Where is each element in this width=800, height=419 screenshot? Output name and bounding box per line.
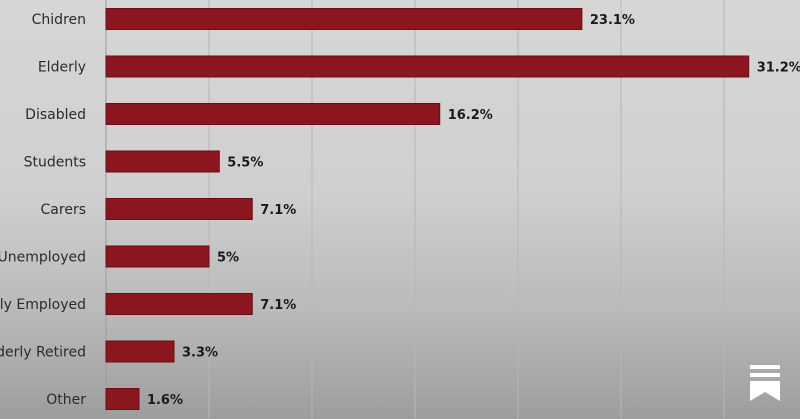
bar: [105, 55, 750, 78]
category-label: Chidren: [32, 12, 86, 28]
value-label: 1.6%: [147, 393, 183, 408]
value-labels: 23.1% 31.2% 16.2% 5.5% 7.1% 5% 7.1% 3.3% 1.6%: [147, 13, 800, 408]
category-label: Elderly: [38, 60, 86, 76]
bookmark-logo-icon: [750, 365, 780, 401]
bar: [105, 388, 140, 410]
category-labels: Chidren Elderly Disabled Students Carers Unem…: [0, 12, 86, 408]
bar: [105, 340, 175, 363]
value-label: 31.2%: [757, 61, 800, 76]
bar: [105, 150, 220, 173]
value-label: 7.1%: [260, 203, 296, 218]
category-label: Other: [46, 392, 86, 408]
value-label: 3.3%: [182, 346, 218, 361]
bar: [105, 103, 441, 125]
value-label: 7.1%: [260, 298, 296, 313]
bar: [105, 8, 583, 30]
chart-bars: [105, 8, 750, 410]
category-label: Disabled: [25, 107, 86, 123]
value-label: 23.1%: [590, 13, 635, 28]
category-label: Students: [24, 155, 86, 171]
bar: [105, 198, 253, 220]
value-label: 5.5%: [227, 156, 263, 171]
value-label: 5%: [217, 251, 239, 266]
category-label: lly Employed: [0, 297, 86, 313]
bar: [105, 245, 210, 268]
value-label: 16.2%: [448, 108, 493, 123]
category-label: Carers: [41, 202, 86, 218]
category-label: derly Retired: [0, 345, 86, 361]
category-label: Unemployed: [0, 250, 86, 266]
bar: [105, 293, 253, 315]
